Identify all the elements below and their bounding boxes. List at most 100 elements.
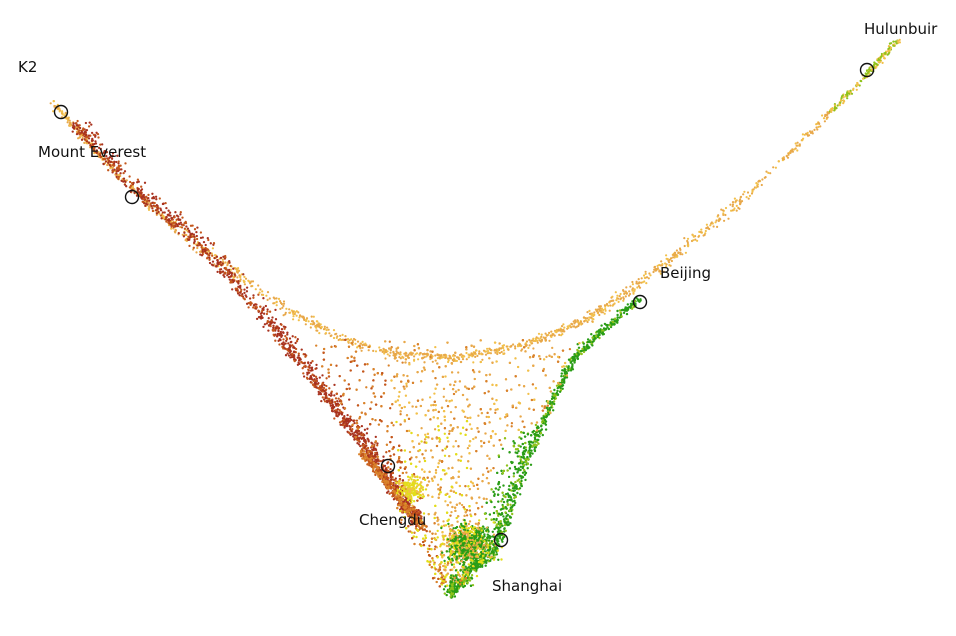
data-point: [567, 358, 571, 361]
data-point: [683, 237, 686, 240]
data-point: [282, 300, 286, 303]
data-point: [232, 267, 235, 270]
data-point: [115, 160, 118, 164]
data-point: [786, 156, 790, 159]
data-point: [123, 179, 126, 183]
data-point: [502, 515, 505, 518]
data-point: [255, 303, 258, 306]
data-point: [537, 332, 541, 335]
data-point: [504, 511, 507, 514]
data-point: [735, 204, 738, 207]
data-point: [505, 522, 508, 526]
data-point: [170, 217, 174, 220]
data-point: [599, 305, 603, 308]
data-point: [626, 303, 629, 306]
data-point: [310, 315, 313, 318]
data-point: [659, 272, 662, 275]
data-point: [355, 431, 359, 434]
data-point: [839, 101, 842, 104]
data-point: [532, 347, 535, 350]
data-point: [319, 323, 322, 326]
data-point: [395, 350, 398, 353]
data-point: [359, 444, 362, 448]
data-point: [817, 121, 820, 124]
data-point: [247, 279, 250, 282]
data-point: [524, 342, 527, 345]
data-point: [396, 359, 399, 362]
data-point: [672, 253, 675, 256]
data-point: [365, 432, 369, 435]
data-point: [833, 107, 836, 110]
data-point: [452, 359, 455, 362]
data-point: [347, 338, 350, 341]
data-point: [668, 264, 671, 267]
data-point: [552, 333, 555, 336]
data-point: [433, 547, 436, 551]
data-point: [153, 205, 156, 208]
data-point: [167, 209, 170, 212]
data-point: [398, 356, 401, 359]
data-point: [52, 100, 56, 103]
data-point: [617, 300, 620, 303]
data-point: [465, 358, 468, 361]
data-point: [501, 540, 504, 543]
data-point: [341, 416, 345, 420]
data-point: [249, 301, 252, 304]
data-point: [289, 311, 292, 314]
data-point: [82, 127, 85, 130]
data-point: [436, 483, 440, 486]
data-point: [331, 403, 334, 407]
data-point: [282, 302, 286, 305]
data-point: [887, 50, 890, 53]
data-point: [539, 429, 542, 432]
data-point: [694, 238, 697, 241]
data-point: [517, 467, 520, 470]
data-point: [293, 359, 296, 363]
data-point: [252, 306, 255, 309]
data-point: [733, 197, 737, 200]
data-point: [315, 363, 318, 367]
data-point: [513, 465, 517, 469]
data-point: [192, 246, 195, 249]
data-point: [275, 304, 278, 307]
data-point: [215, 265, 218, 268]
data-point: [679, 248, 682, 251]
data-point: [516, 491, 519, 495]
data-point: [499, 529, 502, 532]
data-point: [731, 201, 735, 204]
data-point: [365, 386, 368, 389]
data-point: [287, 354, 291, 357]
data-point: [230, 274, 233, 277]
data-point: [333, 417, 336, 420]
data-point: [72, 122, 75, 125]
data-point: [179, 221, 182, 224]
data-point: [707, 227, 710, 230]
data-point: [151, 209, 155, 213]
data-point: [335, 364, 338, 367]
data-point: [320, 399, 323, 403]
data-point: [189, 235, 192, 239]
data-point: [642, 274, 646, 277]
data-point: [514, 495, 518, 499]
data-point: [603, 312, 606, 315]
data-point: [846, 97, 849, 100]
data-point: [132, 187, 135, 190]
data-point: [840, 99, 843, 102]
data-point: [296, 356, 299, 359]
data-point: [594, 337, 597, 340]
data-point: [321, 374, 324, 377]
data-point: [772, 166, 775, 169]
data-point: [140, 185, 143, 188]
data-point: [164, 201, 167, 205]
data-point: [360, 431, 363, 435]
data-point: [729, 203, 732, 206]
data-point: [528, 338, 531, 342]
data-point: [841, 94, 844, 97]
data-point: [359, 342, 362, 345]
data-point: [224, 256, 227, 259]
data-point: [372, 349, 375, 352]
data-point: [551, 392, 554, 395]
data-point: [328, 332, 331, 335]
data-point: [608, 309, 611, 312]
data-point: [73, 125, 76, 128]
